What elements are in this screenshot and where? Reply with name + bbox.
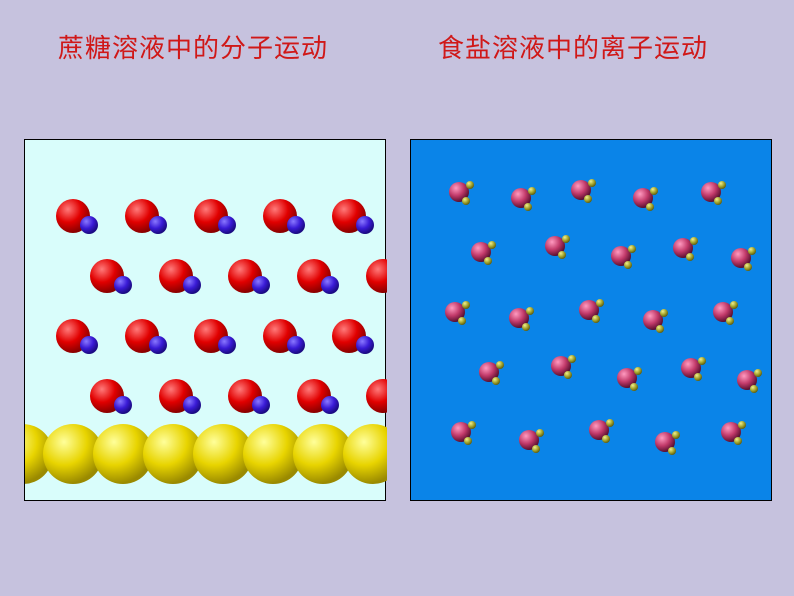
left-title: 蔗糖溶液中的分子运动 [58,28,328,65]
salt-diagram [411,140,773,502]
salt-panel [410,139,772,501]
right-title: 食盐溶液中的离子运动 [438,28,708,65]
sucrose-diagram [25,140,387,502]
sucrose-panel [24,139,386,501]
